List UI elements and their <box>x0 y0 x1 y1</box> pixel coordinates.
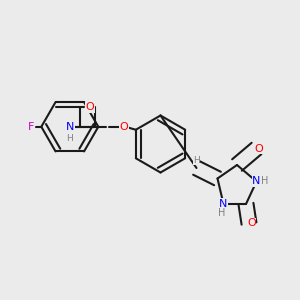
Text: H: H <box>66 134 73 143</box>
Text: O: O <box>119 122 128 132</box>
Text: O: O <box>86 102 94 112</box>
Text: N: N <box>66 122 74 132</box>
Text: O: O <box>254 143 263 154</box>
Text: N: N <box>252 176 261 187</box>
Text: N: N <box>219 199 228 209</box>
Text: H: H <box>218 208 226 218</box>
Text: H: H <box>193 156 200 165</box>
Text: H: H <box>261 176 268 187</box>
Text: F: F <box>28 122 34 132</box>
Text: O: O <box>247 218 256 229</box>
